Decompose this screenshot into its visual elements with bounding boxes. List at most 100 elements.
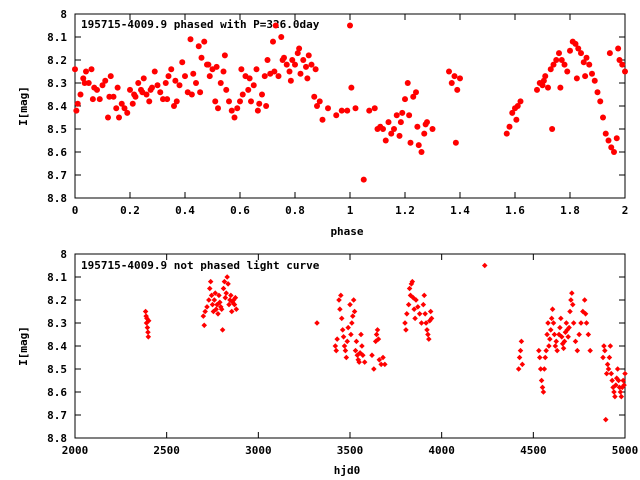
bottom-data-point — [373, 331, 380, 338]
top-x-tick-label: 2 — [622, 204, 629, 217]
top-y-tick-label: 8.7 — [47, 169, 67, 182]
top-data-point — [212, 98, 219, 105]
top-data-point — [121, 105, 128, 112]
top-data-point — [451, 73, 458, 80]
bottom-data-point — [342, 347, 349, 354]
top-data-point — [312, 66, 319, 73]
bottom-data-point — [334, 336, 340, 342]
bottom-data-point — [402, 320, 408, 326]
bottom-data-point — [605, 366, 612, 372]
bottom-data-point — [348, 331, 354, 338]
top-data-point — [264, 57, 271, 63]
bottom-data-point — [557, 324, 563, 331]
bottom-data-point — [516, 354, 523, 361]
top-data-point — [573, 75, 580, 82]
top-data-point — [254, 107, 261, 114]
top-data-point — [567, 47, 573, 54]
bottom-data-point — [614, 366, 621, 372]
bottom-data-point — [587, 347, 593, 354]
top-data-point — [154, 82, 161, 89]
top-x-tick-label: 0 — [72, 204, 79, 217]
unphased-light-curve-plot: 195715-4009.9 not phased light curve hjd… — [17, 248, 638, 477]
bottom-data-point — [376, 357, 383, 363]
top-data-point — [221, 52, 228, 59]
bottom-data-point — [145, 317, 152, 324]
top-plot-frame — [74, 13, 626, 199]
top-y-tick-label: 8.5 — [47, 123, 67, 136]
bottom-x-axis-label: hjd0 — [334, 464, 361, 477]
bottom-x-tick-label: 3000 — [245, 444, 272, 457]
bottom-data-point — [354, 352, 361, 358]
top-data-point — [250, 82, 257, 89]
top-y-axis-label: I[mag] — [17, 86, 30, 126]
bottom-x-tick-label: 4000 — [428, 444, 455, 457]
top-data-point — [575, 45, 582, 52]
bottom-data-point — [560, 345, 567, 352]
top-data-point — [616, 57, 623, 63]
bottom-data-point — [604, 361, 611, 368]
top-data-point — [245, 86, 252, 93]
top-data-point — [452, 139, 459, 146]
top-data-point — [248, 98, 254, 105]
bottom-x-tick-label: 5000 — [612, 444, 639, 457]
bottom-data-point — [332, 343, 339, 349]
top-data-point — [160, 96, 166, 103]
top-data-point — [271, 68, 278, 75]
bottom-data-point — [540, 389, 547, 395]
top-data-point — [564, 68, 571, 75]
bottom-data-point — [215, 311, 221, 317]
bottom-y-tick-label: 8 — [60, 248, 67, 261]
top-data-point — [506, 123, 513, 130]
bottom-data-point — [574, 347, 581, 354]
bottom-data-point — [211, 297, 218, 303]
top-data-point — [385, 119, 392, 126]
top-y-tick-label: 8 — [60, 8, 67, 21]
bottom-data-point — [567, 308, 573, 315]
top-data-point — [422, 121, 429, 128]
bottom-data-point — [206, 297, 212, 303]
top-y-tick-label: 8.1 — [47, 31, 67, 44]
bottom-data-point — [618, 393, 625, 400]
top-data-point — [85, 80, 92, 86]
top-data-point — [146, 98, 153, 105]
bottom-plot-frame — [74, 253, 626, 439]
top-data-point — [514, 103, 521, 109]
top-data-point — [114, 84, 121, 91]
top-data-point — [190, 70, 197, 77]
top-data-point — [550, 61, 557, 68]
top-data-point — [81, 80, 88, 86]
top-data-point — [165, 73, 172, 80]
top-data-point — [237, 98, 243, 105]
top-y-tick-label: 8.8 — [47, 192, 67, 205]
top-data-point — [333, 112, 340, 119]
top-data-points — [72, 22, 628, 183]
bottom-data-point — [340, 334, 347, 340]
top-data-point — [582, 73, 589, 80]
top-data-point — [583, 54, 590, 61]
top-data-point — [205, 61, 212, 68]
top-data-point — [591, 77, 598, 84]
bottom-data-point — [206, 285, 213, 292]
top-y-tick-label: 8.3 — [47, 77, 67, 90]
bottom-y-tick-label: 8.3 — [47, 317, 67, 330]
bottom-data-point — [209, 301, 216, 308]
bottom-data-point — [549, 306, 556, 312]
top-data-point — [72, 66, 78, 73]
top-data-point — [83, 68, 89, 75]
bottom-data-point — [420, 301, 427, 308]
top-data-point — [413, 89, 419, 96]
bottom-data-point — [568, 297, 574, 303]
top-data-point — [319, 116, 326, 123]
top-x-tick-label: 0.2 — [120, 204, 140, 217]
top-data-point — [503, 130, 510, 137]
bottom-data-point — [583, 320, 590, 326]
top-data-point — [418, 149, 425, 155]
bottom-data-point — [227, 297, 233, 303]
top-data-point — [605, 137, 612, 144]
bottom-y-tick-label: 8.8 — [47, 432, 67, 445]
bottom-data-point — [554, 347, 560, 354]
bottom-data-point — [226, 301, 232, 308]
bottom-data-point — [547, 327, 554, 333]
top-data-point — [606, 50, 613, 57]
top-data-point — [231, 114, 238, 121]
